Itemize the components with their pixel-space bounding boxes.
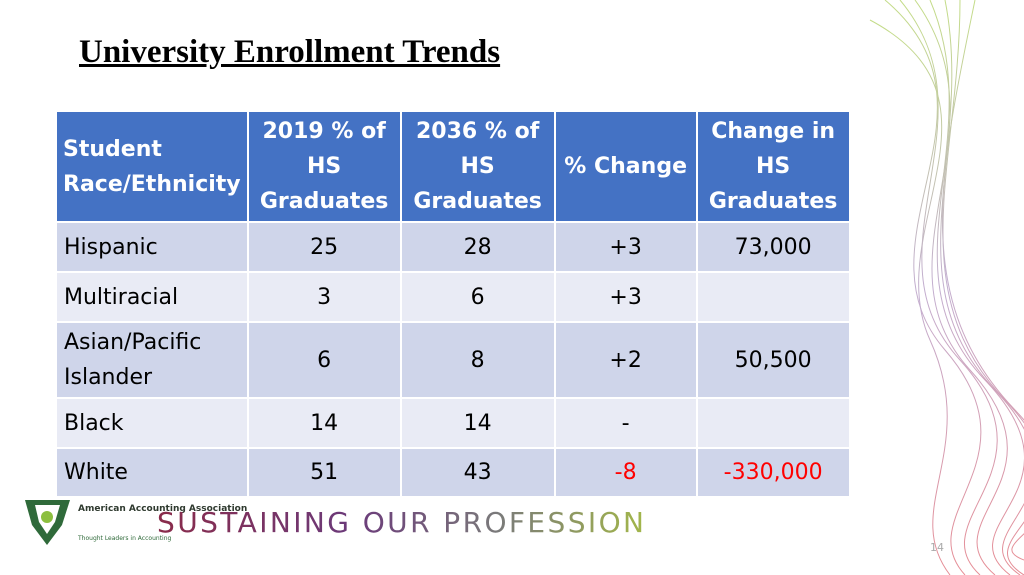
table-cell: 51	[246, 447, 402, 498]
table-cell: 50,500	[695, 321, 851, 399]
table-cell: Multiracial	[55, 271, 249, 323]
table-cell	[695, 271, 851, 323]
page-number: 14	[930, 541, 944, 554]
column-header: Student Race/Ethnicity	[55, 110, 249, 223]
tagline: Thought Leaders in Accounting	[77, 535, 171, 542]
slogan: SUSTAINING OUR PROFESSION	[157, 506, 644, 539]
table-cell: Asian/Pacific Islander	[55, 321, 249, 399]
table-cell: -	[553, 397, 698, 449]
table-cell: +3	[553, 221, 698, 273]
enrollment-table: Student Race/Ethnicity 2019 % of HS Gradu…	[55, 110, 851, 498]
table-cell: White	[55, 447, 249, 498]
column-header: Change in HS Graduates	[695, 110, 851, 223]
table-cell: +2	[553, 321, 698, 399]
table-cell: 43	[399, 447, 556, 498]
slide-title: University Enrollment Trends	[79, 34, 501, 70]
table-row: Hispanic 25 28 +3 73,000	[55, 221, 851, 273]
table-cell: 6	[246, 321, 402, 399]
table-cell: Hispanic	[55, 221, 249, 273]
column-header: % Change	[553, 110, 698, 223]
table-cell: 3	[246, 271, 402, 323]
table-cell: +3	[553, 271, 698, 323]
table-row: Black 14 14-	[55, 397, 851, 449]
table-cell: 14	[399, 397, 556, 449]
table-row: Asian/Pacific Islander 6 8 +2 50,500	[55, 321, 851, 399]
table-cell: Black	[55, 397, 249, 449]
column-header: 2036 % of HS Graduates	[399, 110, 556, 223]
logo	[25, 500, 70, 545]
table-cell: 28	[399, 221, 556, 273]
table-row: Multiracial 3 6 +3	[55, 271, 851, 323]
table-cell: 25	[246, 221, 402, 273]
table-cell: 8	[399, 321, 556, 399]
org-name: American Accounting Association	[78, 504, 247, 514]
table-cell: 6	[399, 271, 556, 323]
table-cell: -8	[553, 447, 698, 498]
table-cell: 14	[246, 397, 402, 449]
table-cell: -330,000	[695, 447, 851, 498]
table-cell: 73,000	[695, 221, 851, 273]
column-header: 2019 % of HS Graduates	[246, 110, 402, 223]
table-cell	[695, 397, 851, 449]
table-row: White 51 43 -8 -330,000	[55, 447, 851, 498]
